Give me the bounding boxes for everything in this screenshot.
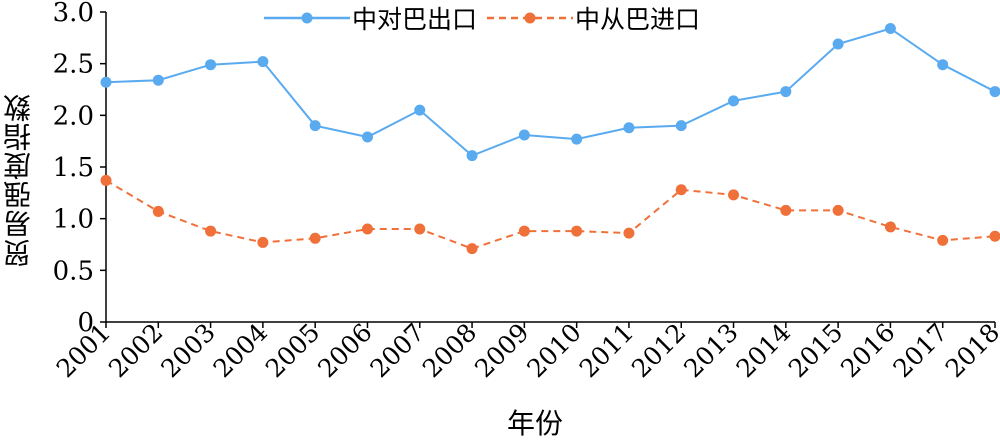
data-point [937, 59, 949, 71]
legend-swatch-import [487, 12, 574, 24]
y-axis-title-box: 贸易强度指数 [2, 60, 35, 300]
y-axis-title: 贸易强度指数 [2, 93, 35, 267]
data-point [152, 74, 164, 86]
y-tick-label: 2.5 [53, 50, 94, 80]
data-point [989, 86, 1000, 98]
chart-axes: 00.51.01.52.02.53.0200120022003200420052… [51, 0, 1000, 383]
data-point [989, 230, 1000, 242]
data-point [152, 205, 164, 217]
series-line-1 [105, 179, 996, 250]
data-point [728, 95, 740, 107]
data-point [571, 133, 583, 145]
data-point [937, 234, 949, 246]
chart-legend: 中对巴出口 中从巴进口 [262, 0, 708, 36]
data-point [309, 232, 321, 244]
data-point [571, 225, 583, 237]
data-point [257, 236, 269, 248]
data-point [361, 131, 373, 143]
legend-label-import: 中从巴进口 [575, 5, 701, 34]
y-tick-label: 2.0 [53, 101, 94, 131]
x-tick-label: 2018 [940, 318, 1000, 383]
data-point [884, 23, 896, 35]
y-tick-label: 1.0 [53, 205, 94, 235]
data-point [675, 120, 687, 132]
data-point [361, 223, 373, 235]
data-point [675, 184, 687, 196]
legend-item-import: 中从巴进口 [485, 0, 700, 36]
data-point [414, 223, 426, 235]
x-axis-title: 年份 [506, 407, 563, 440]
data-point [100, 174, 112, 186]
data-point [257, 56, 269, 68]
y-tick-label: 1.5 [53, 153, 94, 183]
data-point [623, 227, 635, 239]
data-point [466, 150, 478, 162]
data-point [205, 59, 217, 71]
data-point [884, 221, 896, 233]
series-line-0 [105, 27, 996, 157]
data-point [205, 225, 217, 237]
legend-label-export: 中对巴出口 [352, 5, 478, 34]
y-tick-label: 3.0 [53, 0, 94, 28]
data-point [728, 189, 740, 201]
data-point [414, 104, 426, 116]
data-point [623, 122, 635, 134]
legend-swatch-export [264, 12, 350, 24]
data-point [780, 86, 792, 98]
chart-series [100, 23, 1000, 255]
data-point [832, 38, 844, 50]
data-point [518, 225, 530, 237]
y-tick-label: 0.5 [53, 256, 94, 286]
data-point [780, 204, 792, 216]
data-point [518, 129, 530, 141]
data-point [100, 76, 112, 88]
y-tick-label: 0 [77, 308, 94, 338]
data-point [309, 120, 321, 132]
data-point [832, 204, 844, 216]
legend-item-export: 中对巴出口 [262, 0, 477, 36]
data-point [466, 243, 478, 255]
